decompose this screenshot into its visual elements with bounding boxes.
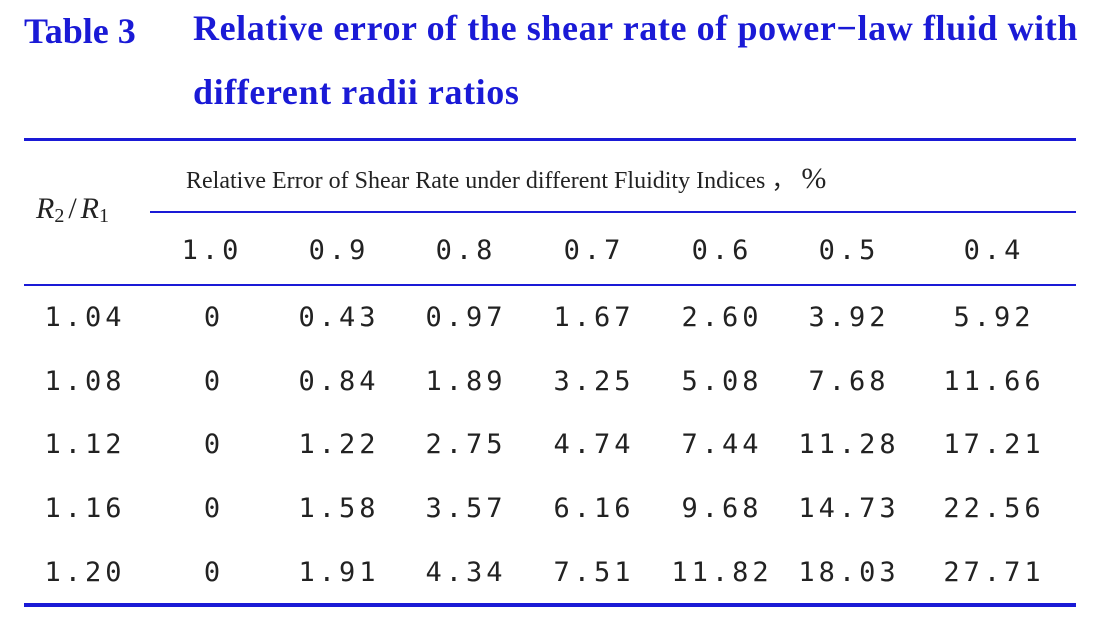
table-cell: 7.68	[808, 366, 890, 397]
table-cell: 1.91	[298, 557, 380, 588]
table-cell: 22.56	[943, 493, 1045, 524]
table-title: Relative error of the shear rate of powe…	[193, 8, 1078, 112]
ratio-slash: /	[68, 192, 77, 225]
table-label: Table 3	[24, 11, 136, 51]
column-header-fluidity-index: 1.0	[181, 235, 243, 266]
table-cell: 0	[203, 493, 221, 524]
table-cell: 1.58	[298, 493, 380, 524]
table-cell: 7.44	[681, 429, 763, 460]
table-cell: 0	[203, 366, 221, 397]
table-cell: 0	[203, 429, 221, 460]
table-cell: 5.08	[681, 366, 763, 397]
table-cell: 0.43	[298, 302, 380, 333]
table-cell: 3.92	[808, 302, 890, 333]
column-header-fluidity-index: 0.9	[308, 235, 370, 266]
table-cell: 14.73	[798, 493, 900, 524]
table-cell: 3.25	[553, 366, 635, 397]
table-cell: 11.28	[798, 429, 900, 460]
group-header-text: Relative Error of Shear Rate under diffe…	[186, 168, 796, 194]
row-header-radii-ratio: 1.08	[44, 366, 126, 397]
fluidity-index-group-header: Relative Error of Shear Rate under diffe…	[186, 160, 826, 196]
table-cell: 18.03	[798, 557, 900, 588]
column-header-fluidity-index: 0.5	[818, 235, 880, 266]
row-header-radii-ratio: 1.12	[44, 429, 126, 460]
bottom-rule	[24, 603, 1076, 607]
table-cell: 9.68	[681, 493, 763, 524]
r1-symbol: R	[80, 192, 99, 225]
table-cell: 27.71	[943, 557, 1045, 588]
table-cell: 3.57	[425, 493, 507, 524]
r1-subscript: 1	[99, 205, 109, 227]
group-header-rule	[150, 211, 1076, 213]
table-cell: 11.82	[671, 557, 773, 588]
table-cell: 1.89	[425, 366, 507, 397]
row-header-radii-ratio: 1.04	[44, 302, 126, 333]
table-cell: 0.97	[425, 302, 507, 333]
table-cell: 7.51	[553, 557, 635, 588]
table-cell: 0	[203, 557, 221, 588]
table-cell: 5.92	[953, 302, 1035, 333]
table-cell: 2.75	[425, 429, 507, 460]
percent-unit: %	[801, 162, 827, 195]
column-header-fluidity-index: 0.4	[963, 235, 1025, 266]
r2-subscript: 2	[54, 205, 65, 227]
row-header-radii-ratio: 1.16	[44, 493, 126, 524]
table-cell: 0	[203, 302, 221, 333]
table-caption: Table 3 Relative error of the shear rate…	[0, 0, 1109, 135]
header-bottom-rule	[24, 284, 1076, 286]
radii-ratio-header: R2/R1	[36, 192, 109, 228]
table-cell: 1.22	[298, 429, 380, 460]
table-cell: 11.66	[943, 366, 1045, 397]
column-header-fluidity-index: 0.7	[563, 235, 625, 266]
row-header-radii-ratio: 1.20	[44, 557, 126, 588]
column-header-fluidity-index: 0.6	[691, 235, 753, 266]
table-cell: 2.60	[681, 302, 763, 333]
table-cell: 4.34	[425, 557, 507, 588]
table-cell: 17.21	[943, 429, 1045, 460]
table-cell: 4.74	[553, 429, 635, 460]
top-rule	[24, 138, 1076, 141]
r2-symbol: R	[36, 192, 55, 225]
column-header-fluidity-index: 0.8	[435, 235, 497, 266]
table-cell: 6.16	[553, 493, 635, 524]
table-cell: 0.84	[298, 366, 380, 397]
table-cell: 1.67	[553, 302, 635, 333]
